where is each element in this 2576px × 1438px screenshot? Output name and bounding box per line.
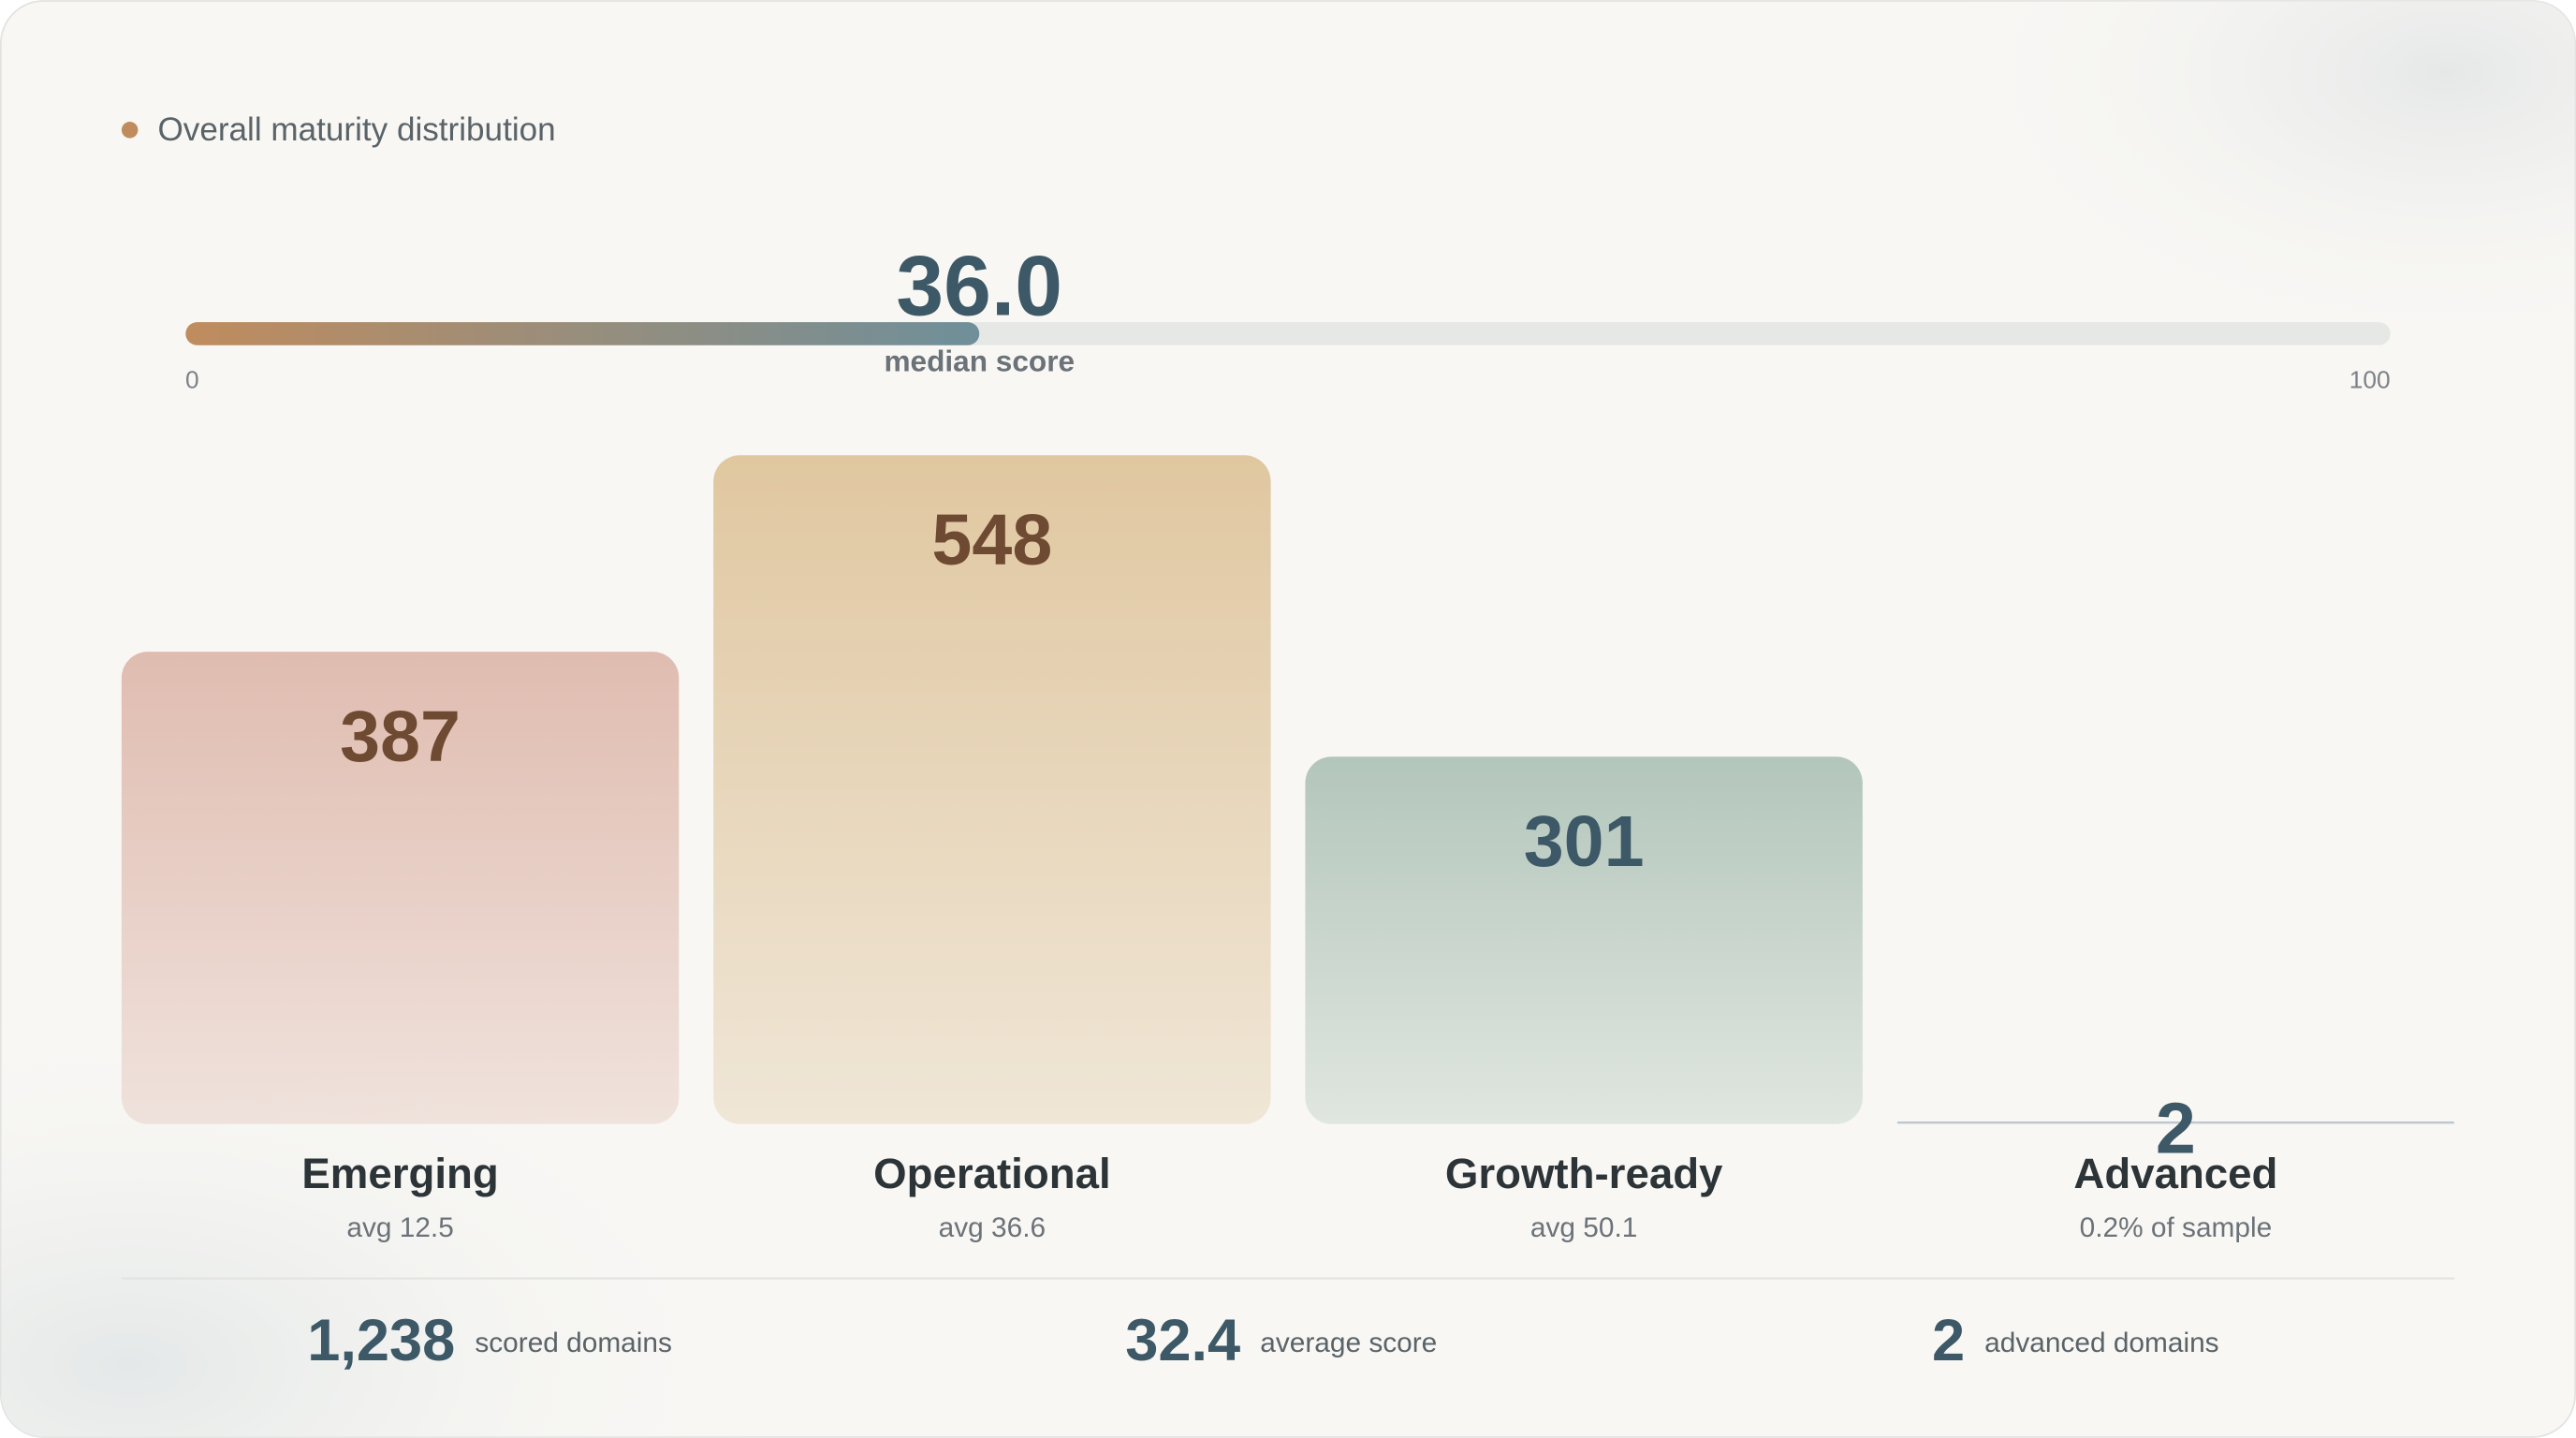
stat-value: 32.4 <box>1125 1308 1240 1373</box>
chart-title: Overall maturity distribution <box>157 111 555 148</box>
category-label: Growth-ready <box>1445 1150 1723 1197</box>
gauge-fill <box>185 322 980 345</box>
bar-value: 548 <box>931 500 1052 580</box>
bar <box>1896 1122 2455 1124</box>
category-label: Emerging <box>301 1150 498 1197</box>
stat-label: advanced domains <box>1984 1328 2218 1358</box>
stat-label: scored domains <box>475 1328 672 1358</box>
category-subtitle: avg 12.5 <box>346 1212 453 1243</box>
gauge-label: median score <box>884 344 1075 377</box>
gauge-value: 36.0 <box>896 239 1062 334</box>
category-subtitle: 0.2% of sample <box>2080 1212 2273 1243</box>
bar-value: 387 <box>340 697 461 777</box>
gauge-min: 0 <box>185 365 199 393</box>
category-label: Advanced <box>2073 1150 2277 1197</box>
category-label: Operational <box>873 1150 1111 1197</box>
category-subtitle: avg 36.6 <box>939 1212 1046 1243</box>
bar <box>1305 756 1863 1124</box>
bar-value: 301 <box>1524 801 1645 882</box>
bar <box>121 652 680 1124</box>
stat-value: 1,238 <box>307 1308 455 1373</box>
stat: 1,238 scored domains <box>307 1308 672 1373</box>
category-subtitle: avg 50.1 <box>1530 1212 1637 1243</box>
stat: 2 advanced domains <box>1932 1308 2219 1373</box>
title-dot <box>121 122 139 139</box>
stat-value: 2 <box>1932 1308 1965 1373</box>
bar-value: 2 <box>2156 1089 2196 1169</box>
bar <box>713 455 1271 1124</box>
stat: 32.4 average score <box>1125 1308 1437 1373</box>
gauge-max: 100 <box>2349 365 2391 393</box>
stat-label: average score <box>1260 1328 1437 1358</box>
